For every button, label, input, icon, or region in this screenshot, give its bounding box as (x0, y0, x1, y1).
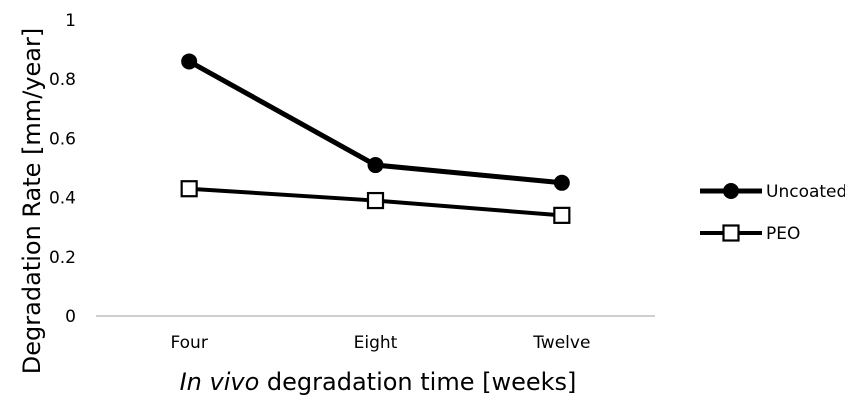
legend-marker-peo (722, 224, 740, 242)
y-axis-label: Degradation Rate [mm/year] (18, 28, 46, 374)
x-axis-label-rest: degradation time [weeks] (259, 368, 576, 396)
data-point-uncoated (553, 174, 570, 191)
y-tick-label: 0.4 (49, 189, 76, 209)
x-tick-label: Twelve (532, 333, 590, 353)
x-tick-label: Four (170, 333, 207, 353)
y-tick-label: 0.8 (49, 70, 76, 90)
data-point-uncoated (181, 53, 198, 70)
y-tick-label: 1 (65, 11, 76, 31)
y-tick-label: 0.2 (49, 248, 76, 268)
legend-label-uncoated: Uncoated (766, 182, 845, 202)
y-tick-label: 0.6 (49, 129, 76, 149)
x-axis-label-italic: In vivo (180, 368, 260, 396)
data-point-uncoated (367, 157, 384, 174)
legend-marker-uncoated (723, 183, 739, 199)
legend: Uncoated PEO (700, 182, 845, 244)
y-tick-labels: 0 0.2 0.4 0.6 0.8 1 (49, 11, 76, 327)
x-tick-label: Eight (354, 333, 398, 353)
series-markers (180, 53, 571, 224)
data-point-peo (366, 191, 385, 210)
data-point-peo (553, 206, 571, 224)
x-axis-label: In vivo degradation time [weeks] (180, 368, 577, 396)
legend-label-peo: PEO (766, 224, 800, 244)
x-tick-labels: Four Eight Twelve (170, 333, 590, 353)
y-tick-label: 0 (65, 307, 76, 327)
data-point-peo (180, 180, 198, 198)
